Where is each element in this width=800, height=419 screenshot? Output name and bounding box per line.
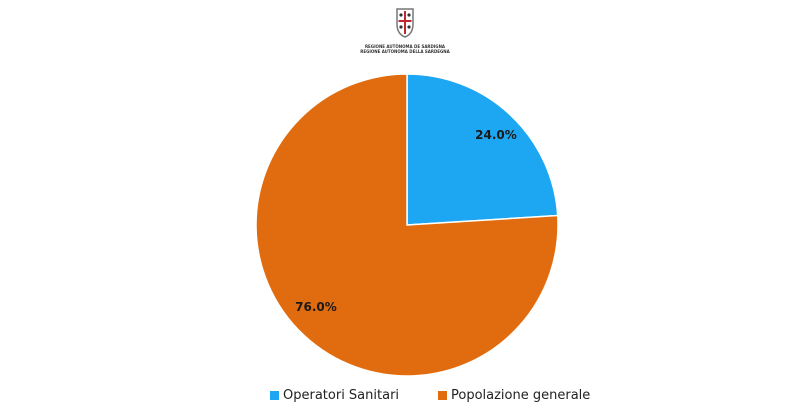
legend-label: Operatori Sanitari — [283, 388, 400, 403]
legend-swatch — [438, 391, 447, 400]
logo-text-line: REGIONE AUTÒNOMA DE SARDIGNA — [364, 44, 446, 49]
coat-of-arms-icon — [396, 8, 414, 38]
data-label: 24.0% — [475, 128, 517, 142]
data-label: 76.0% — [295, 300, 337, 314]
legend-item-operatori-sanitari: Operatori Sanitari — [270, 388, 399, 403]
region-logo: REGIONE AUTÒNOMA DE SARDIGNA REGIONE AUT… — [360, 4, 450, 54]
legend-swatch — [270, 391, 279, 400]
legend-item-popolazione-generale: Popolazione generale — [438, 388, 590, 403]
pie-slice-operatori-sanitari — [406, 73, 559, 226]
logo-text-line: REGIONE AUTONOMA DELLA SARDEGNA — [360, 49, 450, 54]
legend-label: Popolazione generale — [451, 388, 591, 403]
pie-slice-popolazione-generale — [255, 73, 559, 377]
